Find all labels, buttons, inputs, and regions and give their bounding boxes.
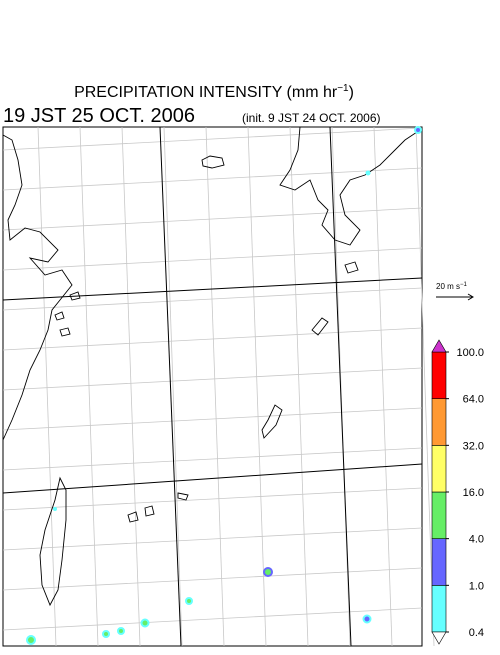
colorbar-label: 4.0: [469, 534, 484, 546]
colorbar-under: [431, 631, 447, 645]
grid-line: [37, 126, 57, 647]
sakishima: [127, 492, 189, 523]
china-coast: [2, 134, 73, 441]
valid-time: 19 JST 25 OCT. 2006: [3, 105, 195, 127]
colorbar-label: 32.0: [463, 440, 484, 452]
grid-line: [2, 287, 423, 311]
rain-cell: [53, 507, 57, 511]
grid-line: [2, 527, 423, 551]
grid-line: [2, 567, 423, 591]
grid-line: [2, 487, 423, 511]
colorbar-segment: [431, 445, 447, 493]
rain-cell: [414, 126, 422, 134]
colorbar-label: 100.0: [456, 347, 484, 359]
vector-arrowhead: [467, 293, 474, 301]
grid-line: [2, 207, 423, 231]
island: [344, 261, 359, 274]
colorbar-label: 64.0: [463, 394, 484, 406]
lon-line: [329, 126, 352, 647]
colorbar: 0.4 1.0 4.0 16.0 32.0 64.0 100.0: [431, 339, 484, 645]
coastlines: [2, 126, 421, 607]
colorbar-over: [431, 339, 447, 353]
vector-label: 20 m s−1: [436, 282, 468, 291]
map: [2, 126, 435, 647]
taiwan: [39, 476, 67, 607]
grid-line: [205, 126, 225, 647]
okinawa: [261, 404, 283, 439]
vector-sup: −1: [460, 282, 468, 288]
jeju: [201, 155, 225, 169]
rain-cell: [185, 597, 193, 605]
colorbar-segment: [431, 491, 447, 539]
grid-line: [2, 327, 423, 351]
colorbar-segment: [431, 398, 447, 446]
rain-cell: [263, 567, 273, 577]
precipitation: [26, 126, 422, 645]
rain-cell: [26, 635, 36, 645]
rain-cell: [117, 627, 125, 635]
grid-line: [289, 126, 309, 647]
colorbar-label: 1.0: [469, 580, 484, 592]
lon-line: [159, 126, 182, 647]
colorbar-label: 16.0: [463, 487, 484, 499]
title-sup: −1: [337, 83, 349, 94]
grid-line: [121, 126, 141, 647]
grid-line: [2, 447, 423, 471]
grid-line: [2, 247, 423, 271]
title-text: PRECIPITATION INTENSITY (mm hr: [74, 84, 338, 101]
grid-line: [373, 126, 393, 647]
grid-line: [247, 126, 267, 647]
grid-line: [2, 607, 423, 631]
colorbar-segment: [431, 585, 447, 633]
colorbar-segment: [431, 351, 447, 399]
rain-cell: [102, 630, 110, 638]
grid-line: [415, 126, 435, 647]
amami: [311, 317, 329, 336]
init-time: (init. 9 JST 24 OCT. 2006): [242, 111, 381, 125]
rain-cell: [365, 170, 371, 176]
title: PRECIPITATION INTENSITY (mm hr−1): [74, 83, 354, 101]
islands: [54, 291, 81, 337]
colorbar-label: 0.4: [469, 627, 484, 639]
lat-line: [2, 463, 423, 494]
vector-text: 20 m s: [436, 282, 460, 291]
grid-line: [2, 367, 423, 391]
title-close: ): [349, 84, 354, 101]
grid-line: [2, 167, 423, 191]
grid-line: [163, 126, 183, 647]
rain-cell: [140, 618, 150, 628]
grid-line: [2, 127, 423, 151]
graticule: [2, 126, 435, 647]
grid-line: [2, 407, 423, 431]
rain-cell: [362, 614, 372, 624]
grid-line: [79, 126, 99, 647]
vector-legend: 20 m s−1: [436, 282, 474, 301]
colorbar-segment: [431, 538, 447, 586]
kyushu: [279, 126, 421, 246]
lat-line: [2, 277, 423, 301]
